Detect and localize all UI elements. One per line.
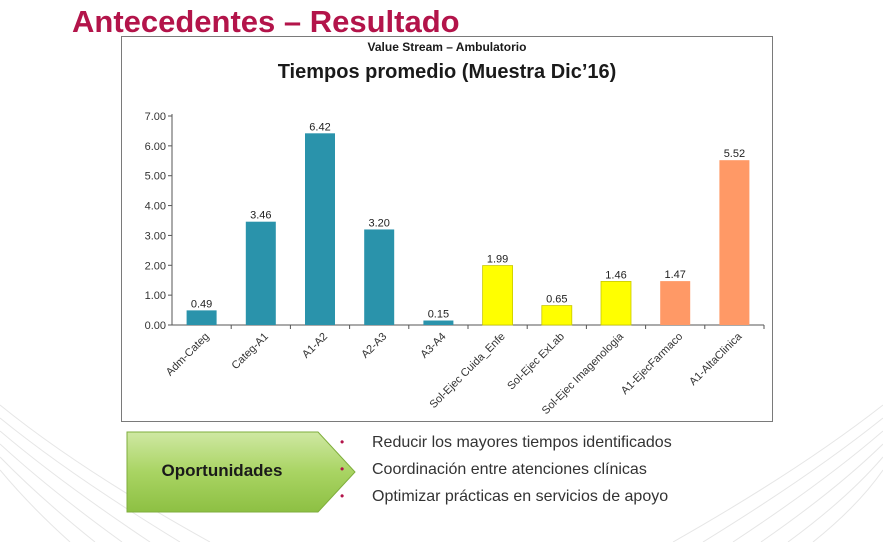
list-item-text: Reducir los mayores tiempos identificado…: [372, 434, 672, 451]
bar: [245, 221, 276, 325]
bar: [482, 265, 514, 326]
bar: [186, 310, 217, 325]
opportunities-callout: Oportunidades: [126, 431, 356, 513]
data-label: 0.49: [191, 298, 212, 310]
data-label: 5.52: [724, 148, 745, 160]
data-label: 1.47: [664, 269, 685, 281]
data-label: 1.99: [487, 254, 508, 266]
y-tick-label: 4.00: [145, 201, 166, 213]
data-label: 0.15: [428, 309, 449, 321]
chart-supertitle: Value Stream – Ambulatorio: [367, 40, 527, 54]
bar: [364, 229, 395, 325]
y-tick-label: 7.00: [145, 111, 166, 123]
list-item: • Optimizar prácticas en servicios de apo…: [338, 483, 672, 510]
x-tick-label: Categ-A1: [230, 331, 271, 372]
list-item-text: Coordinación entre atenciones clínicas: [372, 461, 647, 478]
opportunities-label: Oportunidades: [161, 461, 283, 480]
bullet-icon: •: [340, 489, 345, 503]
x-tick-label: Sol-Ejec ExLab: [505, 331, 567, 393]
data-label: 0.65: [546, 294, 567, 306]
y-tick-label: 3.00: [145, 230, 166, 242]
list-item: • Reducir los mayores tiempos identificad…: [338, 429, 672, 456]
x-tick-label: A1-AltaClinica: [687, 330, 745, 388]
x-tick-label: Adm-Categ: [164, 331, 212, 379]
list-item: • Coordinación entre atenciones clínicas: [338, 456, 672, 483]
data-label: 6.42: [309, 121, 330, 133]
x-tick-label: A1-EjecFarmaco: [619, 331, 685, 397]
opportunities-list: • Reducir los mayores tiempos identificad…: [338, 429, 672, 510]
chart-title: Tiempos promedio (Muestra Dic’16): [277, 61, 617, 83]
y-tick-label: 2.00: [145, 260, 166, 272]
list-item-text: Optimizar prácticas en servicios de apoy…: [372, 488, 669, 505]
data-label: 1.46: [605, 269, 626, 281]
chart-frame: Value Stream – Ambulatorio Tiempos prome…: [121, 36, 773, 422]
bullet-icon: •: [340, 462, 345, 476]
x-tick-label: A1-A2: [300, 331, 330, 361]
data-label: 3.20: [368, 217, 389, 229]
x-tick-label: A3-A4: [418, 331, 448, 361]
slide-title: Antecedentes – Resultado: [72, 4, 460, 39]
bullet-icon: •: [340, 435, 345, 449]
y-tick-label: 6.00: [145, 141, 166, 153]
x-tick-label: A2-A3: [359, 331, 389, 361]
bar: [600, 281, 632, 326]
bar: [423, 320, 454, 325]
opportunities-arrow-shape: [126, 431, 356, 513]
y-tick-label: 0.00: [145, 320, 166, 332]
y-tick-label: 5.00: [145, 171, 166, 183]
bar: [541, 305, 573, 326]
bar: [719, 160, 750, 325]
bar: [660, 281, 691, 325]
data-label: 3.46: [250, 210, 271, 222]
bar: [305, 133, 335, 325]
bar-chart: 0.00 1.00 2.00 3.00 4.00 5.00 6.00 7.00 0.49 Adm-…: [145, 111, 765, 417]
y-tick-label: 1.00: [145, 290, 166, 302]
